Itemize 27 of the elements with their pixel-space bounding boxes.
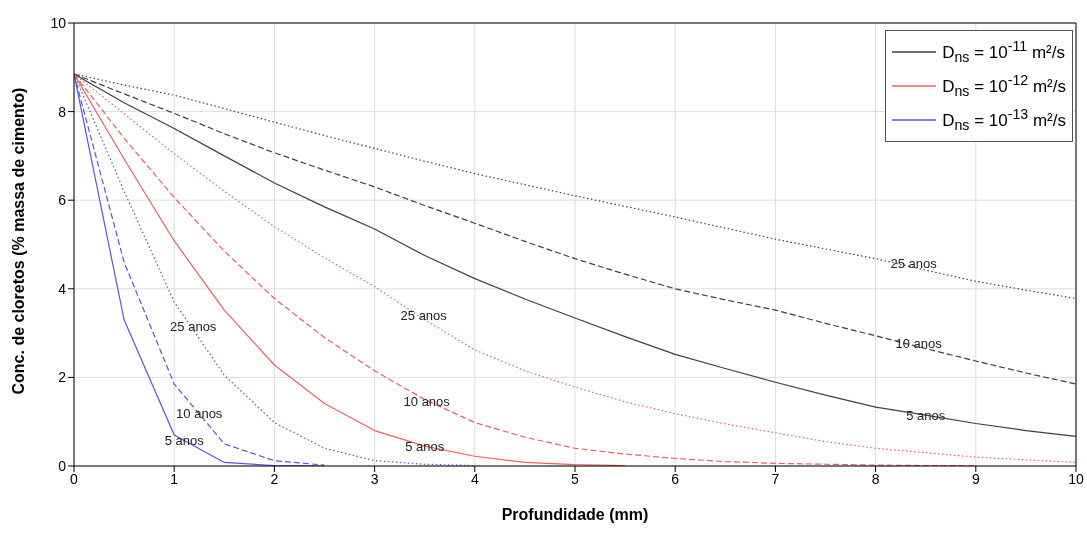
x-tick-label: 3 (370, 470, 379, 487)
annotation: 25 anos (170, 319, 217, 335)
legend-label: D$_{ns}$ = 10$^{-12}$ m²/s (942, 72, 1066, 100)
x-tick-label: 8 (871, 470, 880, 487)
y-tick-label: 10 (50, 14, 67, 31)
y-tick-label: 2 (58, 369, 67, 386)
x-tick-label: 5 (571, 470, 580, 487)
y-tick-label: 0 (58, 457, 67, 474)
legend-label: D$_{ns}$ = 10$^{-11}$ m²/s (942, 38, 1065, 66)
x-tick-label: 6 (671, 470, 680, 487)
x-tick-label: 2 (270, 470, 279, 487)
x-tick-label: 0 (70, 470, 79, 487)
y-tick-label: 6 (58, 192, 67, 209)
annotation: 25 anos (400, 308, 448, 324)
x-tick-label: 9 (971, 470, 980, 487)
annotation: 25 anos (890, 256, 938, 272)
annotation: 10 anos (403, 393, 451, 409)
y-axis-title: Conc. de cloretos (% massa de cimento) (9, 87, 27, 395)
y-tick-label: 4 (58, 280, 67, 297)
x-tick-label: 4 (470, 470, 479, 487)
annotation: 10 anos (176, 406, 223, 422)
x-tick-label: 7 (771, 470, 780, 487)
x-tick-label: 10 (1068, 470, 1084, 487)
y-tick-label: 8 (58, 103, 67, 120)
legend-label: D$_{ns}$ = 10$^{-13}$ m²/s (942, 106, 1066, 134)
x-axis-title: Profundidade (mm) (501, 506, 649, 523)
x-tick-label: 1 (170, 470, 179, 487)
